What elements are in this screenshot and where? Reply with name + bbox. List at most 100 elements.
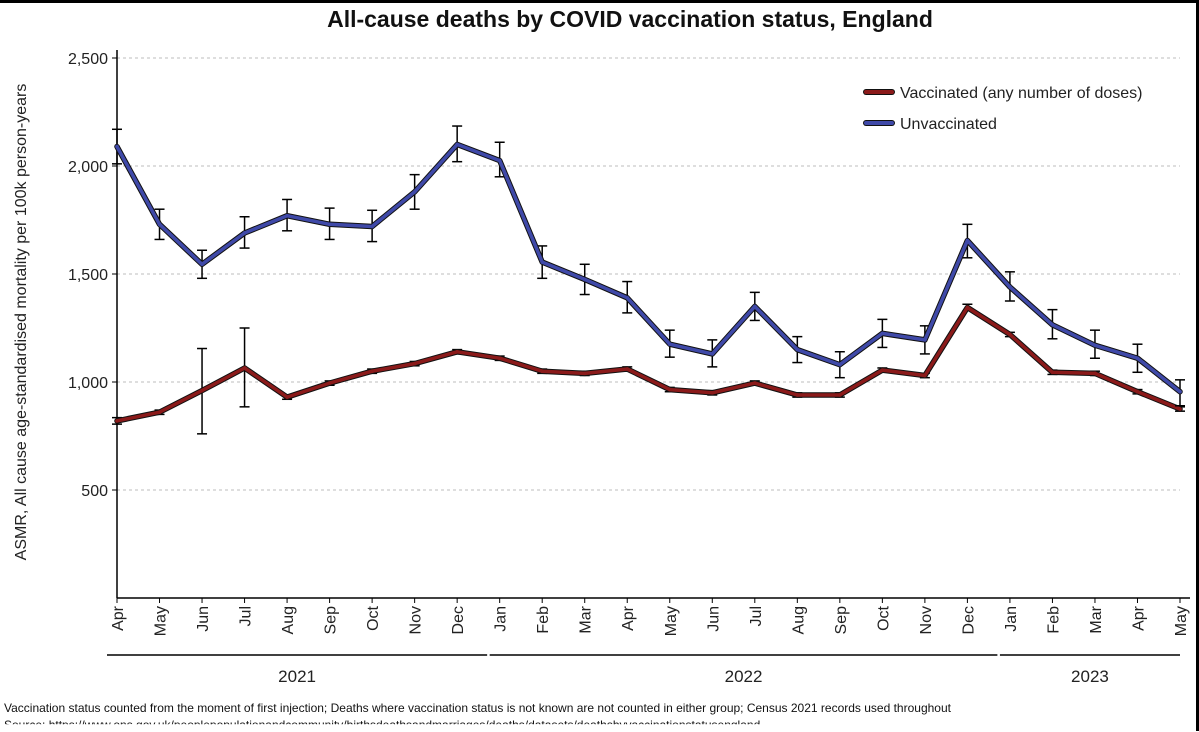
data-point [582, 277, 587, 282]
data-point [327, 381, 332, 385]
x-tick-label: Feb [535, 606, 552, 634]
y-axis-label: ASMR, All cause age-standardised mortali… [13, 84, 30, 561]
legend: Vaccinated (any number of doses) Unvaccin… [863, 85, 1143, 133]
data-point [838, 393, 842, 397]
x-tick-label: Mar [578, 605, 595, 633]
x-tick-label: Nov [918, 606, 935, 634]
data-point [1050, 370, 1055, 375]
y-tick-label: 2,500 [68, 51, 108, 68]
x-tick-label: Aug [280, 606, 297, 634]
data-point [370, 224, 374, 229]
series-line-outline [114, 141, 1183, 395]
data-point [838, 362, 842, 367]
series-layer [112, 125, 1185, 435]
x-tick-label: Jan [1003, 606, 1020, 632]
series-line [115, 142, 1182, 394]
x-tick-label: May [1173, 606, 1190, 636]
x-tick-label: Nov [408, 606, 425, 634]
x-tick-label: Oct [365, 605, 382, 630]
data-point [753, 304, 757, 309]
x-tick-label: Jul [748, 606, 765, 626]
x-tick-label: May [153, 606, 170, 636]
x-tick-label: Mar [1088, 605, 1105, 633]
data-point [965, 305, 970, 310]
data-point [242, 231, 247, 235]
data-point [242, 366, 247, 370]
y-tick-label: 500 [81, 483, 108, 500]
data-point [540, 260, 544, 264]
data-point [115, 419, 119, 423]
chart-title: All-cause deaths by COVID vaccination st… [327, 6, 933, 32]
data-point [540, 369, 544, 374]
data-point [710, 352, 715, 356]
axes: 500 1,000 1,500 2,000 2,500 [68, 50, 1190, 599]
data-point [285, 395, 289, 399]
data-point [1135, 389, 1140, 394]
data-point [412, 361, 417, 366]
data-point [795, 393, 800, 397]
data-point [1093, 371, 1097, 376]
data-point [157, 222, 162, 227]
year-label: 2023 [1071, 667, 1109, 686]
legend-label: Unvaccinated [900, 116, 997, 133]
x-axis: Apr May Jun Jul Aug Sep Oct Nov Dec Jan Feb Mar Apr M… [107, 598, 1190, 686]
x-tick-label: May [663, 606, 680, 636]
series-line [115, 305, 1182, 423]
source-link[interactable]: Source: https://www.ons.gov.uk/peoplepop… [4, 718, 761, 732]
data-point [327, 222, 332, 227]
data-point [582, 371, 587, 376]
data-point [370, 369, 374, 374]
x-tick-label: Apr [620, 605, 637, 631]
x-tick-label: Sep [833, 606, 850, 635]
data-point [1008, 332, 1012, 337]
frame-border-top [0, 0, 1199, 3]
data-point [923, 373, 927, 378]
data-point [412, 190, 417, 194]
data-point [1008, 285, 1012, 289]
x-tick-label: Jun [195, 606, 212, 632]
data-point [710, 391, 715, 395]
data-point [1178, 389, 1182, 394]
data-point [880, 368, 885, 372]
x-tick-label: Dec [450, 606, 467, 634]
data-point [1093, 343, 1097, 348]
gridlines [117, 57, 1180, 491]
x-tick-label: Jul [238, 606, 255, 626]
data-point [1178, 407, 1182, 411]
x-tick-label: Jun [705, 606, 722, 632]
data-point [923, 338, 927, 342]
data-point [667, 387, 672, 392]
y-tick-label: 1,000 [68, 375, 108, 392]
data-point [753, 381, 757, 385]
data-point [795, 347, 800, 352]
data-point [880, 331, 885, 336]
data-point [200, 262, 204, 267]
legend-label: Vaccinated (any number of doses) [900, 85, 1143, 102]
x-tick-label: Oct [875, 605, 892, 630]
data-point [285, 213, 289, 218]
data-point [455, 349, 459, 354]
data-point [455, 142, 459, 147]
year-label: 2021 [278, 667, 316, 686]
data-point [115, 144, 119, 149]
x-tick-label: Aug [790, 606, 807, 634]
x-tick-label: Feb [1045, 606, 1062, 634]
chart: All-cause deaths by COVID vaccination st… [13, 6, 1190, 686]
data-point [625, 367, 630, 371]
data-point [1135, 356, 1140, 361]
data-point [625, 295, 630, 300]
x-tick-label: Jan [493, 606, 510, 632]
x-tick-label: Apr [1130, 605, 1147, 631]
data-point [157, 410, 162, 415]
data-point [497, 356, 502, 361]
x-tick-label: Sep [323, 606, 340, 635]
x-tick-label: Apr [110, 605, 127, 631]
year-label: 2022 [725, 667, 763, 686]
data-point [667, 342, 672, 347]
data-point [497, 158, 502, 163]
frame-border-right [1196, 0, 1199, 731]
y-tick-label: 2,000 [68, 159, 108, 176]
footnote: Vaccination status counted from the mome… [4, 701, 951, 715]
data-point [1050, 322, 1055, 327]
y-tick-label: 1,500 [68, 267, 108, 284]
